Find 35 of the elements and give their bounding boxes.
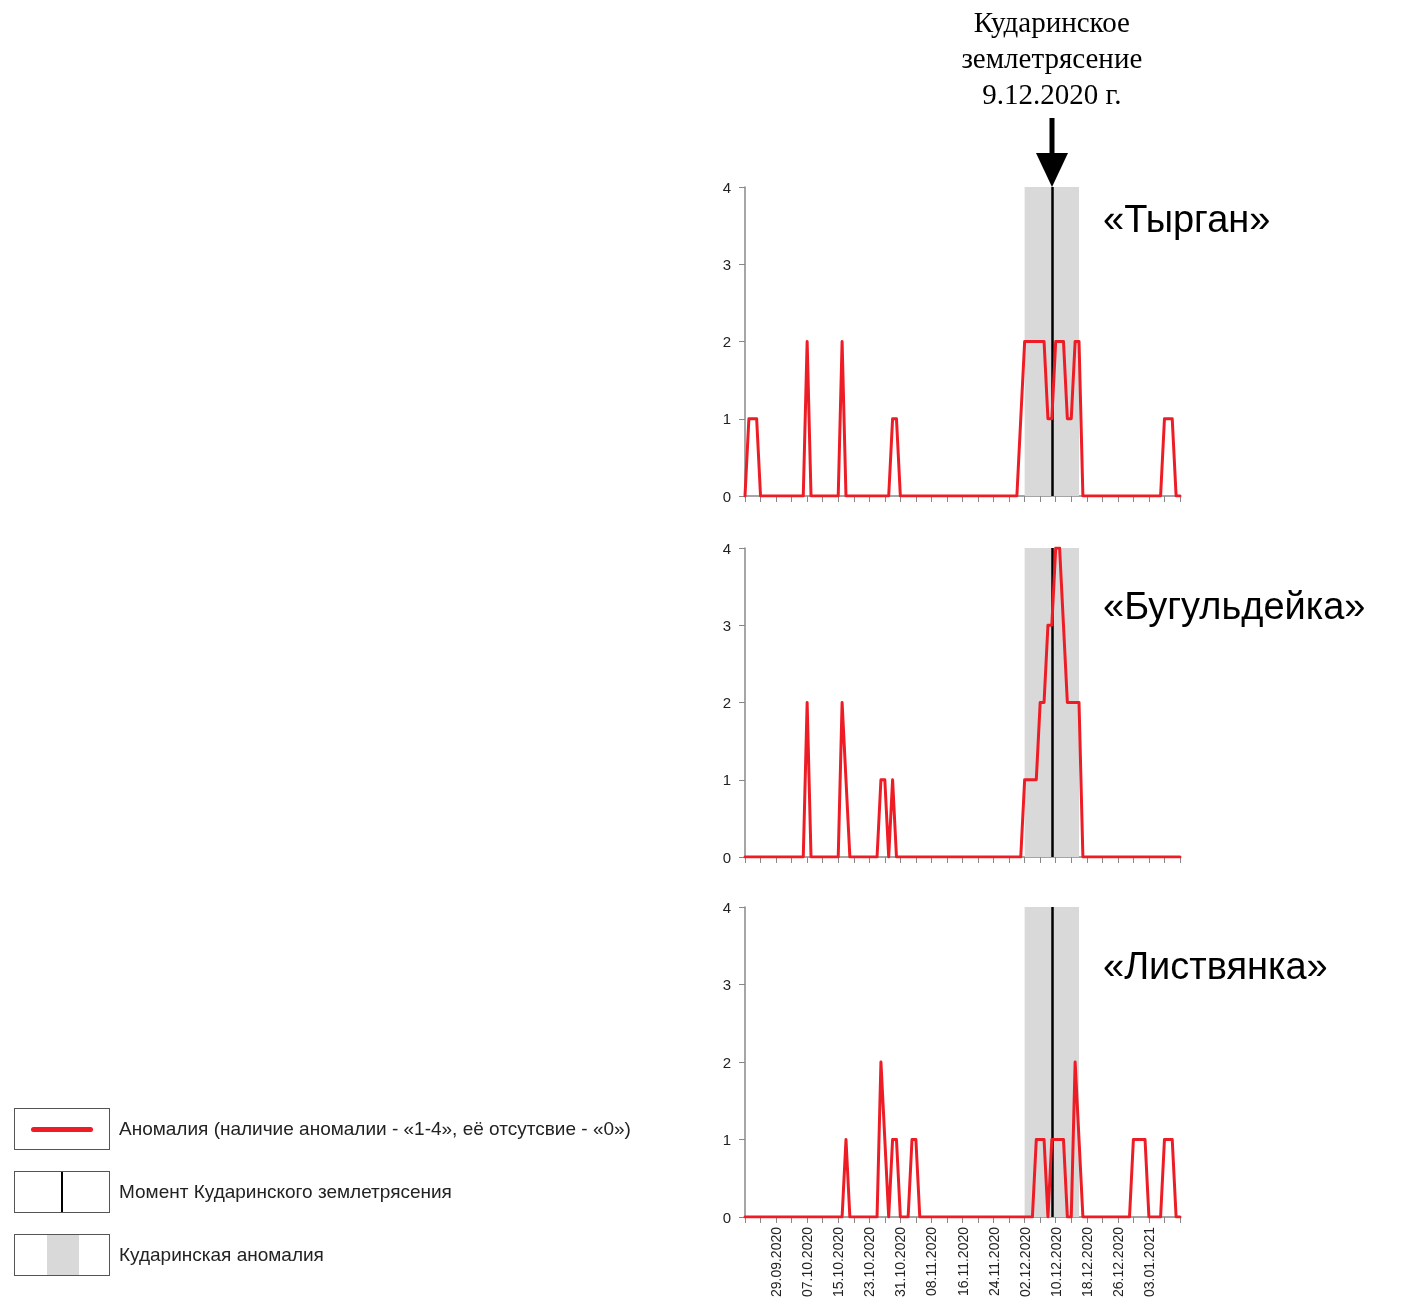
x-tick-label: 03.01.2021	[1140, 1226, 1157, 1298]
annotation: Кударинское землетрясение 9.12.2020 г.	[960, 5, 1144, 112]
x-tick-label: 24.11.2020	[985, 1226, 1002, 1297]
y-tick-label: 0	[722, 848, 731, 866]
y-tick-label: 4	[722, 539, 731, 557]
x-tick-label: 18.12.2020	[1078, 1226, 1095, 1298]
x-tick-label: 08.11.2020	[923, 1226, 940, 1297]
ref-line-label: Момент Кударинского землетрясения	[119, 1181, 452, 1203]
x-tick-label: 10.12.2020	[1047, 1226, 1064, 1298]
x-tick-label: 02.12.2020	[1016, 1226, 1033, 1298]
y-tick-label: 1	[722, 410, 731, 428]
x-tick-label: 15.10.2020	[830, 1226, 847, 1298]
y-tick-label: 3	[722, 616, 731, 634]
y-tick-label: 4	[722, 898, 731, 916]
legend-label: Кударинская аномалия	[119, 1244, 324, 1266]
y-tick-label: 3	[722, 976, 731, 993]
y-tick-label: 3	[722, 255, 731, 273]
y-tick-label: 4	[722, 178, 731, 196]
y-tick-label: 2	[722, 333, 731, 350]
y-tick-label: 2	[722, 694, 731, 711]
text: «Бугульдейка»	[1103, 585, 1366, 627]
x-tick-label: 31.10.2020	[892, 1226, 909, 1298]
y-tick-label: 0	[722, 1208, 731, 1226]
x-tick-label: 26.12.2020	[1109, 1226, 1126, 1298]
x-tick-label: 16.11.2020	[954, 1226, 971, 1297]
y-tick-label: 2	[722, 1053, 731, 1071]
text: «Листвянка»	[1103, 945, 1328, 987]
x-tick-label: 29.09.2020	[768, 1226, 785, 1298]
y-tick-label: 1	[722, 771, 731, 789]
x-tick-label: 07.10.2020	[799, 1226, 816, 1298]
x-tick-label: 23.10.2020	[861, 1226, 878, 1298]
chart-title: «Тырган»	[1103, 198, 1271, 240]
y-tick-label: 0	[722, 487, 731, 505]
legend-label: Аномалия (наличие аномалии - «1-4», её отсутсвие - «0»)	[119, 1118, 631, 1140]
y-tick-label: 1	[722, 1131, 731, 1148]
